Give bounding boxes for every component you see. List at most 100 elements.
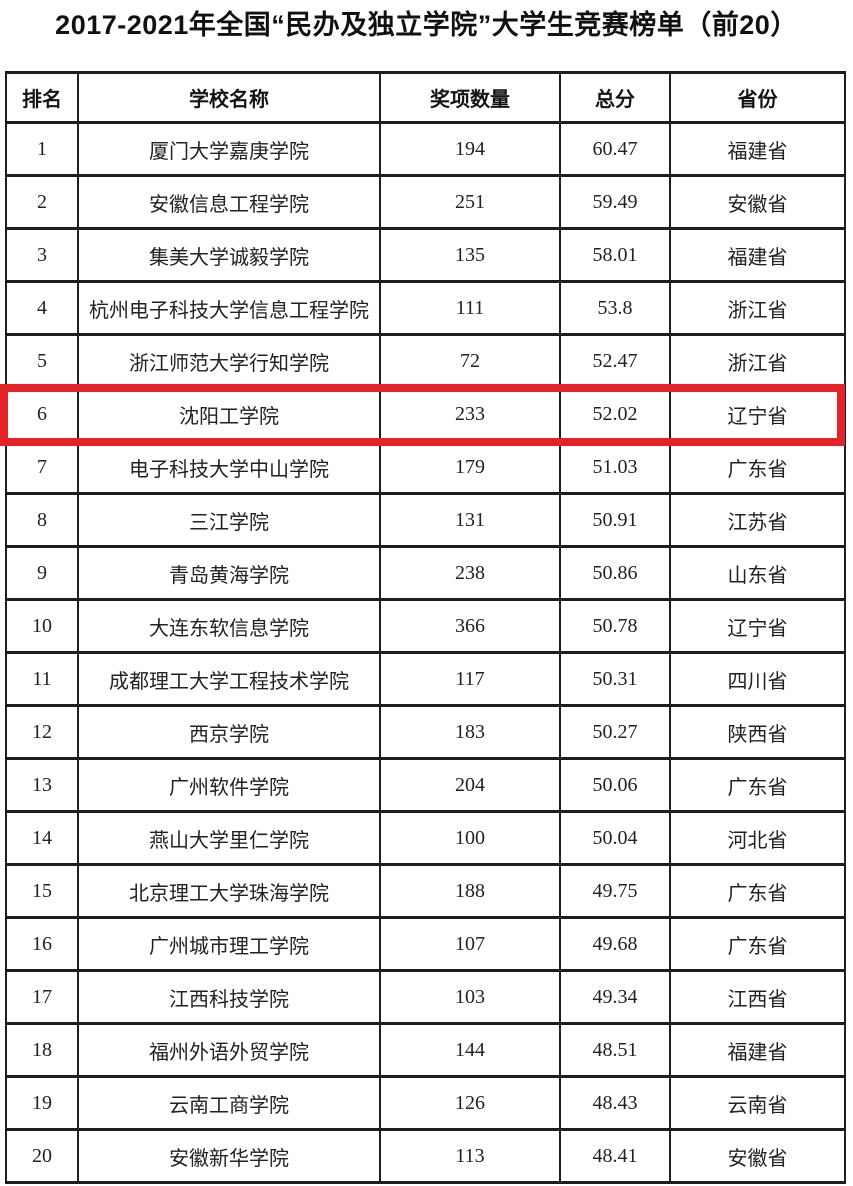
awards-cell: 131 <box>379 492 561 548</box>
province-cell: 辽宁省 <box>669 386 846 442</box>
province-cell: 浙江省 <box>669 280 846 336</box>
school-cell: 电子科技大学中山学院 <box>77 439 381 495</box>
score-cell: 52.47 <box>559 333 671 389</box>
score-cell: 50.86 <box>559 545 671 601</box>
score-cell: 59.49 <box>559 174 671 230</box>
score-cell: 52.02 <box>559 386 671 442</box>
school-cell: 大连东软信息学院 <box>77 598 381 654</box>
province-cell: 四川省 <box>669 651 846 707</box>
school-cell: 三江学院 <box>77 492 381 548</box>
school-cell: 青岛黄海学院 <box>77 545 381 601</box>
school-cell: 集美大学诚毅学院 <box>77 227 381 283</box>
score-cell: 48.41 <box>559 1128 671 1184</box>
table-row: 7 电子科技大学中山学院 179 51.03 广东省 <box>5 439 846 495</box>
column-header-score: 总分 <box>559 71 671 124</box>
awards-cell: 188 <box>379 863 561 919</box>
table-row: 1 厦门大学嘉庚学院 194 60.47 福建省 <box>5 121 846 177</box>
column-header-province: 省份 <box>669 71 846 124</box>
rank-cell: 13 <box>5 757 79 813</box>
awards-cell: 100 <box>379 810 561 866</box>
rank-cell: 19 <box>5 1075 79 1131</box>
table-row: 9 青岛黄海学院 238 50.86 山东省 <box>5 545 846 601</box>
rank-cell: 18 <box>5 1022 79 1078</box>
province-cell: 福建省 <box>669 1022 846 1078</box>
table-row: 11 成都理工大学工程技术学院 117 50.31 四川省 <box>5 651 846 707</box>
ranking-table: 排名 学校名称 奖项数量 总分 省份 1 厦门大学嘉庚学院 194 60.47 … <box>5 71 846 1184</box>
school-cell: 广州软件学院 <box>77 757 381 813</box>
province-cell: 安徽省 <box>669 1128 846 1184</box>
score-cell: 50.91 <box>559 492 671 548</box>
rank-cell: 11 <box>5 651 79 707</box>
header-row: 排名 学校名称 奖项数量 总分 省份 <box>5 71 846 124</box>
rank-cell: 12 <box>5 704 79 760</box>
table-row: 10 大连东软信息学院 366 50.78 辽宁省 <box>5 598 846 654</box>
rank-cell: 1 <box>5 121 79 177</box>
table-row: 8 三江学院 131 50.91 江苏省 <box>5 492 846 548</box>
province-cell: 广东省 <box>669 863 846 919</box>
school-cell: 安徽新华学院 <box>77 1128 381 1184</box>
table-row: 18 福州外语外贸学院 144 48.51 福建省 <box>5 1022 846 1078</box>
table-body: 1 厦门大学嘉庚学院 194 60.47 福建省 2 安徽信息工程学院 251 … <box>5 121 846 1184</box>
province-cell: 广东省 <box>669 916 846 972</box>
awards-cell: 238 <box>379 545 561 601</box>
table-row: 14 燕山大学里仁学院 100 50.04 河北省 <box>5 810 846 866</box>
province-cell: 福建省 <box>669 227 846 283</box>
rank-cell: 2 <box>5 174 79 230</box>
province-cell: 云南省 <box>669 1075 846 1131</box>
province-cell: 福建省 <box>669 121 846 177</box>
rank-cell: 20 <box>5 1128 79 1184</box>
rank-cell: 17 <box>5 969 79 1025</box>
school-cell: 安徽信息工程学院 <box>77 174 381 230</box>
school-cell: 西京学院 <box>77 704 381 760</box>
awards-cell: 135 <box>379 227 561 283</box>
school-cell: 云南工商学院 <box>77 1075 381 1131</box>
school-cell: 成都理工大学工程技术学院 <box>77 651 381 707</box>
school-cell: 北京理工大学珠海学院 <box>77 863 381 919</box>
score-cell: 49.75 <box>559 863 671 919</box>
school-cell: 厦门大学嘉庚学院 <box>77 121 381 177</box>
table-row: 2 安徽信息工程学院 251 59.49 安徽省 <box>5 174 846 230</box>
province-cell: 安徽省 <box>669 174 846 230</box>
score-cell: 58.01 <box>559 227 671 283</box>
score-cell: 50.27 <box>559 704 671 760</box>
awards-cell: 72 <box>379 333 561 389</box>
awards-cell: 113 <box>379 1128 561 1184</box>
score-cell: 50.31 <box>559 651 671 707</box>
table-row: 20 安徽新华学院 113 48.41 安徽省 <box>5 1128 846 1184</box>
awards-cell: 126 <box>379 1075 561 1131</box>
column-header-rank: 排名 <box>5 71 79 124</box>
rank-cell: 3 <box>5 227 79 283</box>
province-cell: 江苏省 <box>669 492 846 548</box>
province-cell: 广东省 <box>669 439 846 495</box>
score-cell: 50.04 <box>559 810 671 866</box>
score-cell: 49.34 <box>559 969 671 1025</box>
score-cell: 51.03 <box>559 439 671 495</box>
table-row: 5 浙江师范大学行知学院 72 52.47 浙江省 <box>5 333 846 389</box>
table-row: 19 云南工商学院 126 48.43 云南省 <box>5 1075 846 1131</box>
school-cell: 杭州电子科技大学信息工程学院 <box>77 280 381 336</box>
rank-cell: 16 <box>5 916 79 972</box>
score-cell: 48.43 <box>559 1075 671 1131</box>
score-cell: 49.68 <box>559 916 671 972</box>
table-row: 16 广州城市理工学院 107 49.68 广东省 <box>5 916 846 972</box>
score-cell: 48.51 <box>559 1022 671 1078</box>
score-cell: 50.06 <box>559 757 671 813</box>
awards-cell: 117 <box>379 651 561 707</box>
score-cell: 50.78 <box>559 598 671 654</box>
awards-cell: 107 <box>379 916 561 972</box>
school-cell: 福州外语外贸学院 <box>77 1022 381 1078</box>
awards-cell: 183 <box>379 704 561 760</box>
table-row: 17 江西科技学院 103 49.34 江西省 <box>5 969 846 1025</box>
awards-cell: 194 <box>379 121 561 177</box>
province-cell: 广东省 <box>669 757 846 813</box>
awards-cell: 111 <box>379 280 561 336</box>
rank-cell: 7 <box>5 439 79 495</box>
column-header-school: 学校名称 <box>77 71 381 124</box>
awards-cell: 233 <box>379 386 561 442</box>
school-cell: 广州城市理工学院 <box>77 916 381 972</box>
table-row: 3 集美大学诚毅学院 135 58.01 福建省 <box>5 227 846 283</box>
table-row: 13 广州软件学院 204 50.06 广东省 <box>5 757 846 813</box>
province-cell: 山东省 <box>669 545 846 601</box>
rank-cell: 15 <box>5 863 79 919</box>
awards-cell: 179 <box>379 439 561 495</box>
